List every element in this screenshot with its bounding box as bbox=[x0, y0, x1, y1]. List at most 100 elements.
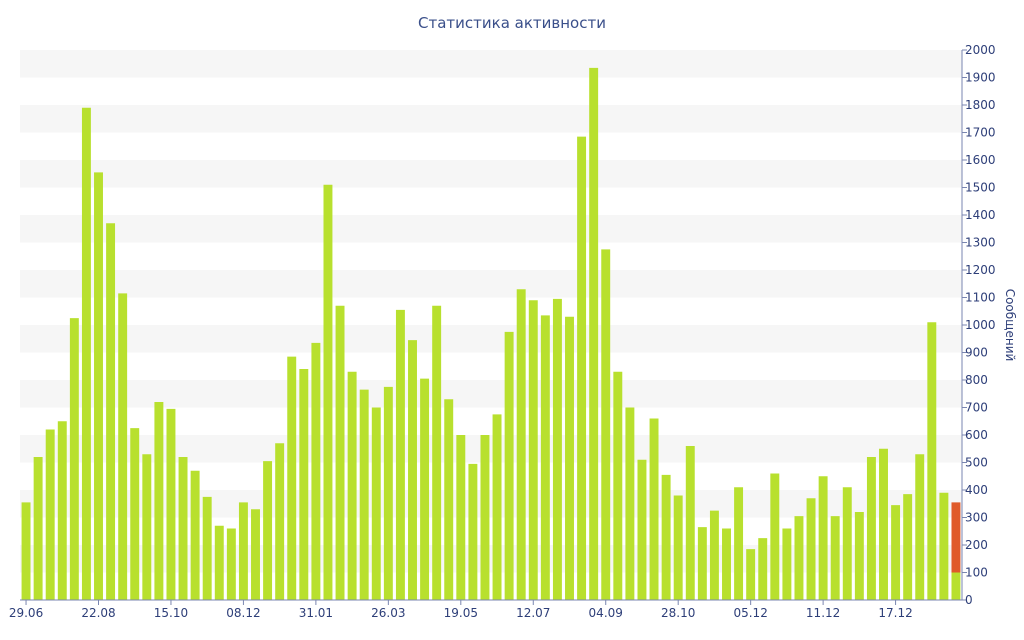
bar bbox=[685, 446, 695, 600]
bar bbox=[540, 315, 550, 601]
y-tick-label: 400 bbox=[965, 483, 988, 497]
bar bbox=[770, 473, 780, 600]
grid-band bbox=[20, 215, 962, 243]
grid-band bbox=[20, 270, 962, 298]
y-tick-label: 1400 bbox=[965, 208, 996, 222]
y-tick-label: 2000 bbox=[965, 43, 996, 57]
chart-title: Статистика активности bbox=[418, 14, 606, 32]
y-tick-label: 0 bbox=[965, 593, 973, 607]
bar bbox=[589, 67, 599, 601]
bar bbox=[142, 454, 152, 600]
y-tick-label: 200 bbox=[965, 538, 988, 552]
bar bbox=[661, 474, 671, 601]
bar bbox=[758, 538, 768, 601]
bar bbox=[782, 528, 792, 600]
y-tick-label: 500 bbox=[965, 456, 988, 470]
x-tick-label: 04.09 bbox=[589, 606, 623, 620]
y-tick-label: 1900 bbox=[965, 71, 996, 85]
x-tick-label: 22.08 bbox=[81, 606, 115, 620]
y-axis-title: Сообщений bbox=[1003, 289, 1017, 362]
bar bbox=[178, 457, 188, 600]
bar bbox=[492, 414, 502, 601]
x-tick-label: 11.12 bbox=[806, 606, 840, 620]
bar bbox=[818, 476, 828, 600]
y-tick-label: 1100 bbox=[965, 291, 996, 305]
bar bbox=[709, 510, 719, 601]
bar-stacked-segment bbox=[951, 502, 961, 573]
grid-band bbox=[20, 380, 962, 408]
grid-band bbox=[20, 160, 962, 188]
y-tick-label: 1000 bbox=[965, 318, 996, 332]
bar bbox=[311, 342, 321, 601]
bar bbox=[528, 300, 538, 600]
bar bbox=[94, 172, 103, 601]
bar bbox=[577, 136, 587, 601]
bar bbox=[613, 371, 623, 600]
x-tick-label: 28.10 bbox=[661, 606, 695, 620]
bar bbox=[118, 293, 128, 601]
bar bbox=[21, 502, 31, 601]
bar bbox=[734, 487, 744, 600]
axes: 0 100 200 300 400 500 600 700 800 900 1000 1100 1200… bbox=[9, 43, 996, 620]
bar bbox=[842, 487, 852, 600]
grid-band bbox=[20, 105, 962, 133]
y-tick-label: 700 bbox=[965, 401, 988, 415]
y-tick-label: 1200 bbox=[965, 263, 996, 277]
bar bbox=[226, 528, 236, 600]
x-tick-label: 19.05 bbox=[444, 606, 478, 620]
y-tick-label: 1700 bbox=[965, 126, 996, 140]
bar bbox=[552, 298, 562, 601]
bar bbox=[879, 448, 888, 600]
y-tick-label: 1600 bbox=[965, 153, 996, 167]
bar bbox=[601, 249, 611, 601]
bar bbox=[251, 509, 260, 600]
bar bbox=[190, 470, 200, 600]
bar bbox=[81, 107, 91, 600]
bar bbox=[371, 407, 381, 600]
bar bbox=[202, 496, 212, 601]
bar bbox=[637, 459, 647, 600]
bar bbox=[275, 443, 285, 600]
grid-band bbox=[20, 50, 962, 78]
grid-band bbox=[20, 490, 962, 518]
bar bbox=[347, 371, 357, 600]
bar bbox=[106, 223, 116, 600]
x-tick-label: 12.07 bbox=[516, 606, 550, 620]
bar bbox=[154, 402, 164, 600]
grid-band bbox=[20, 435, 962, 463]
x-tick-label: 31.01 bbox=[299, 606, 333, 620]
bar bbox=[903, 494, 913, 601]
bar bbox=[565, 316, 574, 600]
bar bbox=[287, 356, 297, 601]
bar bbox=[951, 572, 961, 600]
bar bbox=[395, 309, 405, 601]
bar bbox=[697, 527, 707, 601]
y-tick-label: 300 bbox=[965, 511, 988, 525]
bar bbox=[263, 461, 273, 601]
bar bbox=[383, 386, 393, 601]
bar bbox=[806, 498, 816, 600]
bar bbox=[166, 408, 176, 601]
bar bbox=[939, 492, 949, 600]
bar bbox=[516, 289, 526, 600]
grid-bands bbox=[20, 50, 962, 573]
y-tick-label: 1500 bbox=[965, 181, 996, 195]
bar bbox=[57, 421, 67, 600]
bar bbox=[214, 525, 224, 600]
y-tick-label: 600 bbox=[965, 428, 988, 442]
bar bbox=[746, 549, 756, 601]
bar bbox=[69, 318, 79, 601]
bar bbox=[854, 512, 864, 600]
bar bbox=[444, 399, 454, 600]
bar bbox=[866, 457, 876, 600]
grid-band bbox=[20, 545, 962, 573]
x-tick-label: 29.06 bbox=[9, 606, 43, 620]
bar bbox=[299, 369, 309, 600]
bar bbox=[33, 457, 43, 600]
bar bbox=[625, 407, 635, 600]
x-tick-label: 05.12 bbox=[733, 606, 767, 620]
bar bbox=[323, 184, 333, 600]
bar-group bbox=[21, 67, 961, 601]
bar bbox=[130, 428, 140, 601]
bar bbox=[649, 418, 659, 600]
